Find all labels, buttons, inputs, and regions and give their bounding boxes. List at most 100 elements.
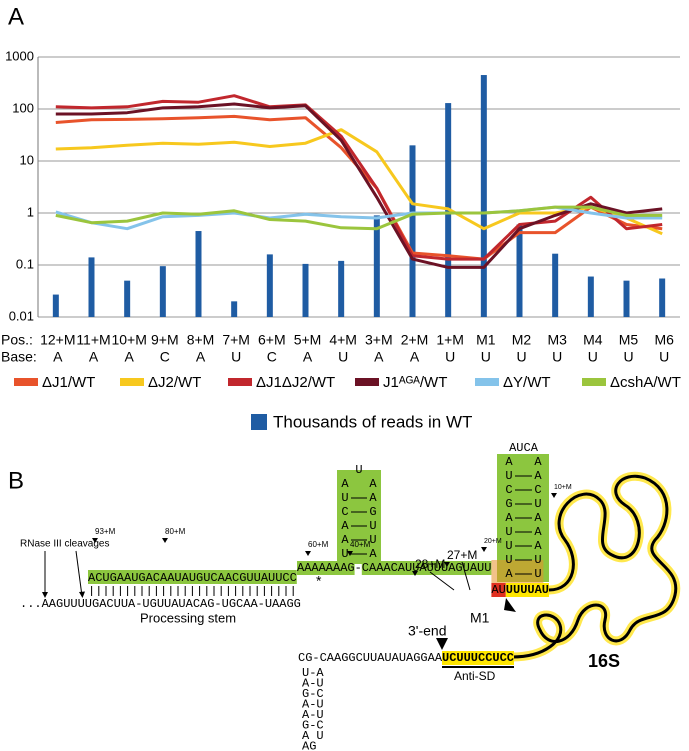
sequence: G-C (302, 719, 324, 733)
base-label: C (267, 349, 277, 365)
sequence: A (369, 477, 377, 491)
bar (409, 145, 416, 317)
x-tick-label: 6+M (258, 332, 286, 348)
position-label: 80+M (165, 527, 186, 536)
sequence: A (505, 511, 513, 525)
legend-swatch (120, 378, 144, 386)
base-label: U (516, 349, 526, 365)
sequence: UUUUAU (506, 583, 549, 597)
panel-label: B (8, 467, 24, 494)
x-tick-label: M3 (547, 332, 567, 348)
sequence: AAAAAAAG (297, 561, 355, 575)
sequence: A (505, 567, 513, 581)
x-tick-label: M5 (619, 332, 639, 348)
legend-swatch (475, 378, 499, 386)
legend-swatch (14, 378, 38, 386)
position-marker (347, 551, 353, 556)
legend-swatch (582, 378, 606, 386)
base-label: A (374, 349, 384, 365)
sequence: A (341, 477, 349, 491)
position-marker (481, 547, 487, 552)
highlight (442, 651, 514, 665)
three-prime-label: 3'-end (408, 623, 446, 639)
sequence: A (369, 491, 377, 505)
line (55, 205, 663, 231)
base-label: A (410, 349, 420, 365)
legend-label: ΔJ1ΔJ2/WT (256, 374, 335, 391)
sequence: U (534, 497, 541, 511)
position-marker (162, 538, 168, 543)
highlight (88, 570, 297, 584)
x-tick-label: 3+M (365, 332, 393, 348)
base-label: A (303, 349, 313, 365)
bar (124, 280, 131, 317)
position-label: 20+M (484, 538, 502, 545)
position-label: 10+M (554, 484, 572, 491)
bar (231, 301, 238, 317)
y-tick-label: 10 (20, 152, 34, 167)
base-label: A (196, 349, 206, 365)
base-label: A (124, 349, 134, 365)
bar (623, 280, 630, 317)
base-label: U (481, 349, 491, 365)
sequence: A (341, 533, 349, 547)
base-label: U (338, 349, 348, 365)
position-label: 40+M (350, 540, 371, 549)
x-tick-label: M6 (654, 332, 674, 348)
x-tick-label: 12+M (40, 332, 75, 348)
x-tick-label: 1+M (436, 332, 464, 348)
base-label: A (89, 349, 99, 365)
sequence: U (341, 491, 348, 505)
bar (480, 75, 487, 317)
sequence: U (534, 567, 541, 581)
y-tick-label: 100 (12, 100, 34, 115)
position-label: 27+M (447, 548, 477, 562)
base-label: U (552, 349, 562, 365)
sequence: U (534, 553, 541, 567)
sequence: U-A (302, 666, 324, 680)
base-label: C (160, 349, 170, 365)
legend-swatch (251, 414, 267, 430)
base-label: U (231, 349, 241, 365)
m1-label: M1 (470, 610, 490, 626)
sequence: A (505, 455, 513, 469)
x-tick-label: 9+M (151, 332, 179, 348)
arrow (75, 550, 83, 597)
bar (373, 215, 380, 317)
bar (266, 254, 273, 317)
sequence: C (341, 505, 348, 519)
position-marker (92, 538, 98, 543)
base-label: A (53, 349, 63, 365)
sequence: U (341, 547, 348, 561)
bar (552, 253, 559, 317)
bar (159, 266, 166, 317)
position-marker (444, 562, 450, 567)
x-tick-label: 11+M (76, 332, 110, 348)
base-label: U (445, 349, 455, 365)
position-marker (412, 571, 418, 576)
legend-label: ΔJ2/WT (148, 374, 201, 391)
rrna (510, 474, 678, 659)
asterisk: * (316, 573, 322, 589)
sequence: A U (302, 729, 324, 743)
x-tick-label: M2 (512, 332, 532, 348)
pointer (461, 561, 471, 591)
highlight (491, 583, 506, 597)
bar (338, 260, 345, 317)
row-label: Base: (1, 349, 37, 365)
base-label: U (623, 349, 633, 365)
sequence: A (369, 547, 377, 561)
x-tick-label: M1 (476, 332, 496, 348)
x-tick-label: 4+M (329, 332, 357, 348)
pointer (504, 598, 516, 612)
x-tick-label: 7+M (222, 332, 250, 348)
sequence: ...AAGUUUUGACUUA-UGUUAUACAG-UGCAA-UAAGG (20, 597, 301, 611)
y-tick-label: 1000 (5, 48, 34, 63)
bar (587, 276, 594, 317)
position-label: 93+M (95, 527, 116, 536)
bar (52, 294, 59, 317)
y-tick-label: 0.01 (9, 308, 34, 323)
highlight (297, 561, 355, 575)
anti-sd-label: Anti-SD (454, 669, 496, 683)
